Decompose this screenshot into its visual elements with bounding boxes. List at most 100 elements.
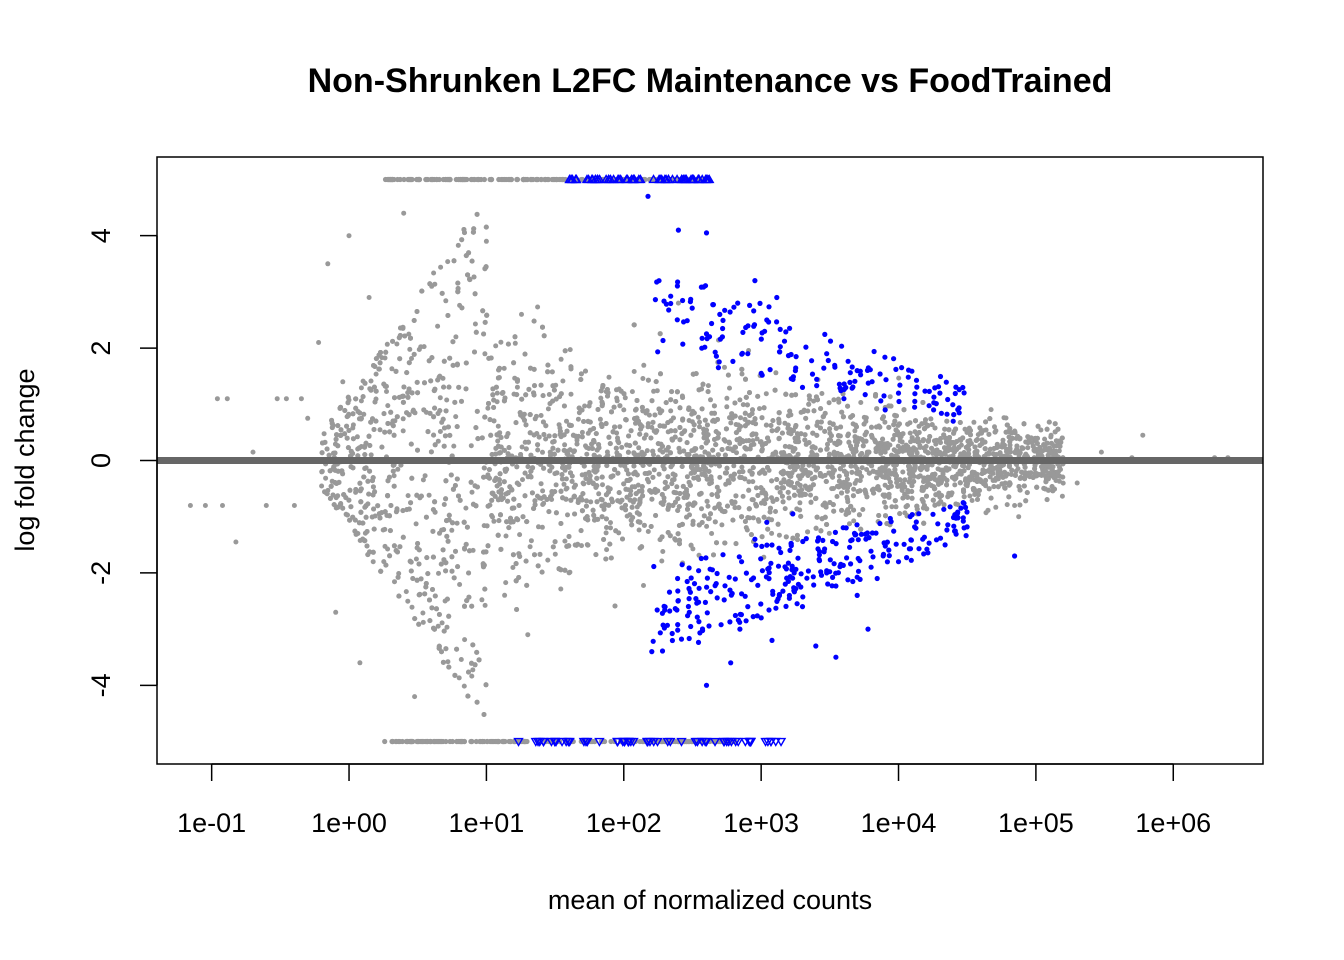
data-point: [603, 530, 609, 536]
data-point: [825, 464, 831, 470]
data-point: [407, 346, 413, 352]
data-point: [896, 421, 902, 427]
data-point: [925, 476, 931, 482]
data-point: [479, 435, 485, 441]
data-point: [708, 397, 713, 403]
data-point: [392, 579, 397, 585]
data-point: [754, 436, 760, 442]
data-point: [368, 419, 374, 425]
data-point: [444, 533, 450, 539]
data-point: [797, 476, 803, 482]
data-point: [779, 430, 785, 436]
data-point: [814, 514, 820, 520]
data-point: [566, 422, 572, 428]
data-point: [674, 484, 680, 490]
data-point: [982, 481, 988, 487]
data-point: [498, 435, 504, 440]
data-point: [794, 431, 800, 437]
data-point: [890, 436, 896, 442]
data-point: [442, 425, 447, 431]
data-point: [802, 492, 808, 497]
data-point: [510, 565, 516, 570]
data-point: [520, 514, 526, 520]
data-point: [684, 440, 690, 446]
data-point: [826, 400, 832, 406]
data-point: [774, 477, 780, 482]
data-point: [540, 449, 545, 455]
data-point: [455, 564, 461, 570]
data-point: [750, 407, 755, 413]
data-point: [844, 476, 850, 482]
data-point: [724, 465, 730, 471]
data-point: [615, 470, 621, 476]
data-point: [803, 415, 809, 421]
data-point: [568, 470, 573, 476]
data-point: [569, 478, 575, 484]
data-point: [362, 380, 368, 386]
data-point: [712, 519, 718, 525]
data-point: [915, 436, 921, 442]
data-point: [1024, 490, 1030, 496]
data-point: [415, 447, 420, 453]
data-point: [873, 393, 878, 399]
data-point: [387, 429, 393, 435]
data-point: [668, 408, 674, 414]
data-point: [345, 413, 351, 419]
data-point: [782, 506, 788, 512]
data-point: [463, 386, 469, 392]
data-point: [636, 452, 641, 458]
data-point: [698, 490, 704, 496]
data-point: [773, 370, 779, 376]
data-point: [900, 495, 906, 501]
data-point: [846, 439, 852, 445]
data-point: [657, 537, 663, 543]
data-point: [377, 427, 383, 433]
data-point: [367, 443, 373, 448]
data-point: [451, 443, 457, 449]
data-point: [420, 610, 426, 616]
data-point: [739, 366, 745, 372]
data-point: [873, 446, 879, 452]
data-point: [707, 481, 713, 487]
data-point: [470, 642, 476, 648]
data-point: [673, 399, 679, 404]
data-point: [362, 538, 368, 544]
data-point: [967, 493, 973, 499]
data-point: [1009, 430, 1015, 436]
data-point: [887, 394, 893, 400]
data-point: [584, 498, 589, 504]
data-point: [416, 561, 422, 567]
data-point: [335, 423, 341, 429]
data-point: [617, 403, 623, 409]
data-point: [1060, 474, 1066, 480]
data-point: [629, 504, 635, 510]
data-point: [749, 497, 755, 503]
data-point: [444, 397, 450, 403]
data-point: [699, 506, 704, 512]
data-point: [995, 472, 1001, 478]
data-point: [567, 347, 573, 353]
data-point: [593, 431, 599, 437]
data-point: [849, 446, 855, 452]
data-point: [787, 464, 793, 470]
data-point: [463, 541, 469, 547]
data-points: [187, 174, 1231, 747]
data-point: [859, 437, 865, 442]
data-point: [649, 496, 655, 502]
data-point: [697, 424, 702, 430]
data-point: [471, 274, 477, 280]
data-point: [772, 387, 778, 393]
data-point: [454, 476, 460, 482]
data-point: [395, 466, 401, 472]
data-point: [809, 450, 815, 456]
data-point: [663, 400, 669, 406]
data-point: [870, 486, 876, 492]
data-point: [899, 487, 905, 493]
data-point: [520, 477, 525, 483]
data-point: [676, 504, 682, 510]
data-point: [839, 507, 845, 513]
data-point: [877, 444, 883, 450]
data-point: [441, 384, 447, 390]
data-point: [853, 446, 859, 452]
data-point: [681, 448, 687, 454]
